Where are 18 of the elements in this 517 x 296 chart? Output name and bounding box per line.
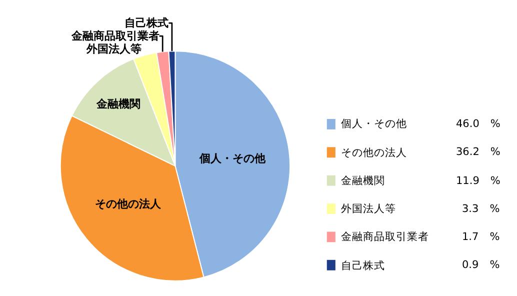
legend-label: 自己株式 [341,259,385,272]
data-label: 11.9 % [456,175,500,187]
data-label: 1.7 % [462,231,500,243]
legend-label: 外国法人等 [341,202,396,215]
slice-label: 金融商品取引業者 [70,30,160,43]
slice-label: 自己株式 [124,16,169,30]
data-label: 0.9 % [462,259,500,271]
legend-label: 個人・その他 [341,118,407,130]
data-label: 3.3 % [462,203,500,215]
slice-label: 個人・その他 [198,152,266,166]
legend-label: 金融機関 [341,175,385,187]
slice-label: 外国法人等 [86,42,142,56]
legend-label: 金融商品取引業者 [341,230,429,243]
slice-label: その他の法人 [95,198,162,211]
data-label: 36.2 % [456,146,500,158]
slice-label: 金融機関 [96,98,141,111]
legend-label: その他の法人 [341,146,407,159]
data-label: 46.0 % [456,118,500,130]
